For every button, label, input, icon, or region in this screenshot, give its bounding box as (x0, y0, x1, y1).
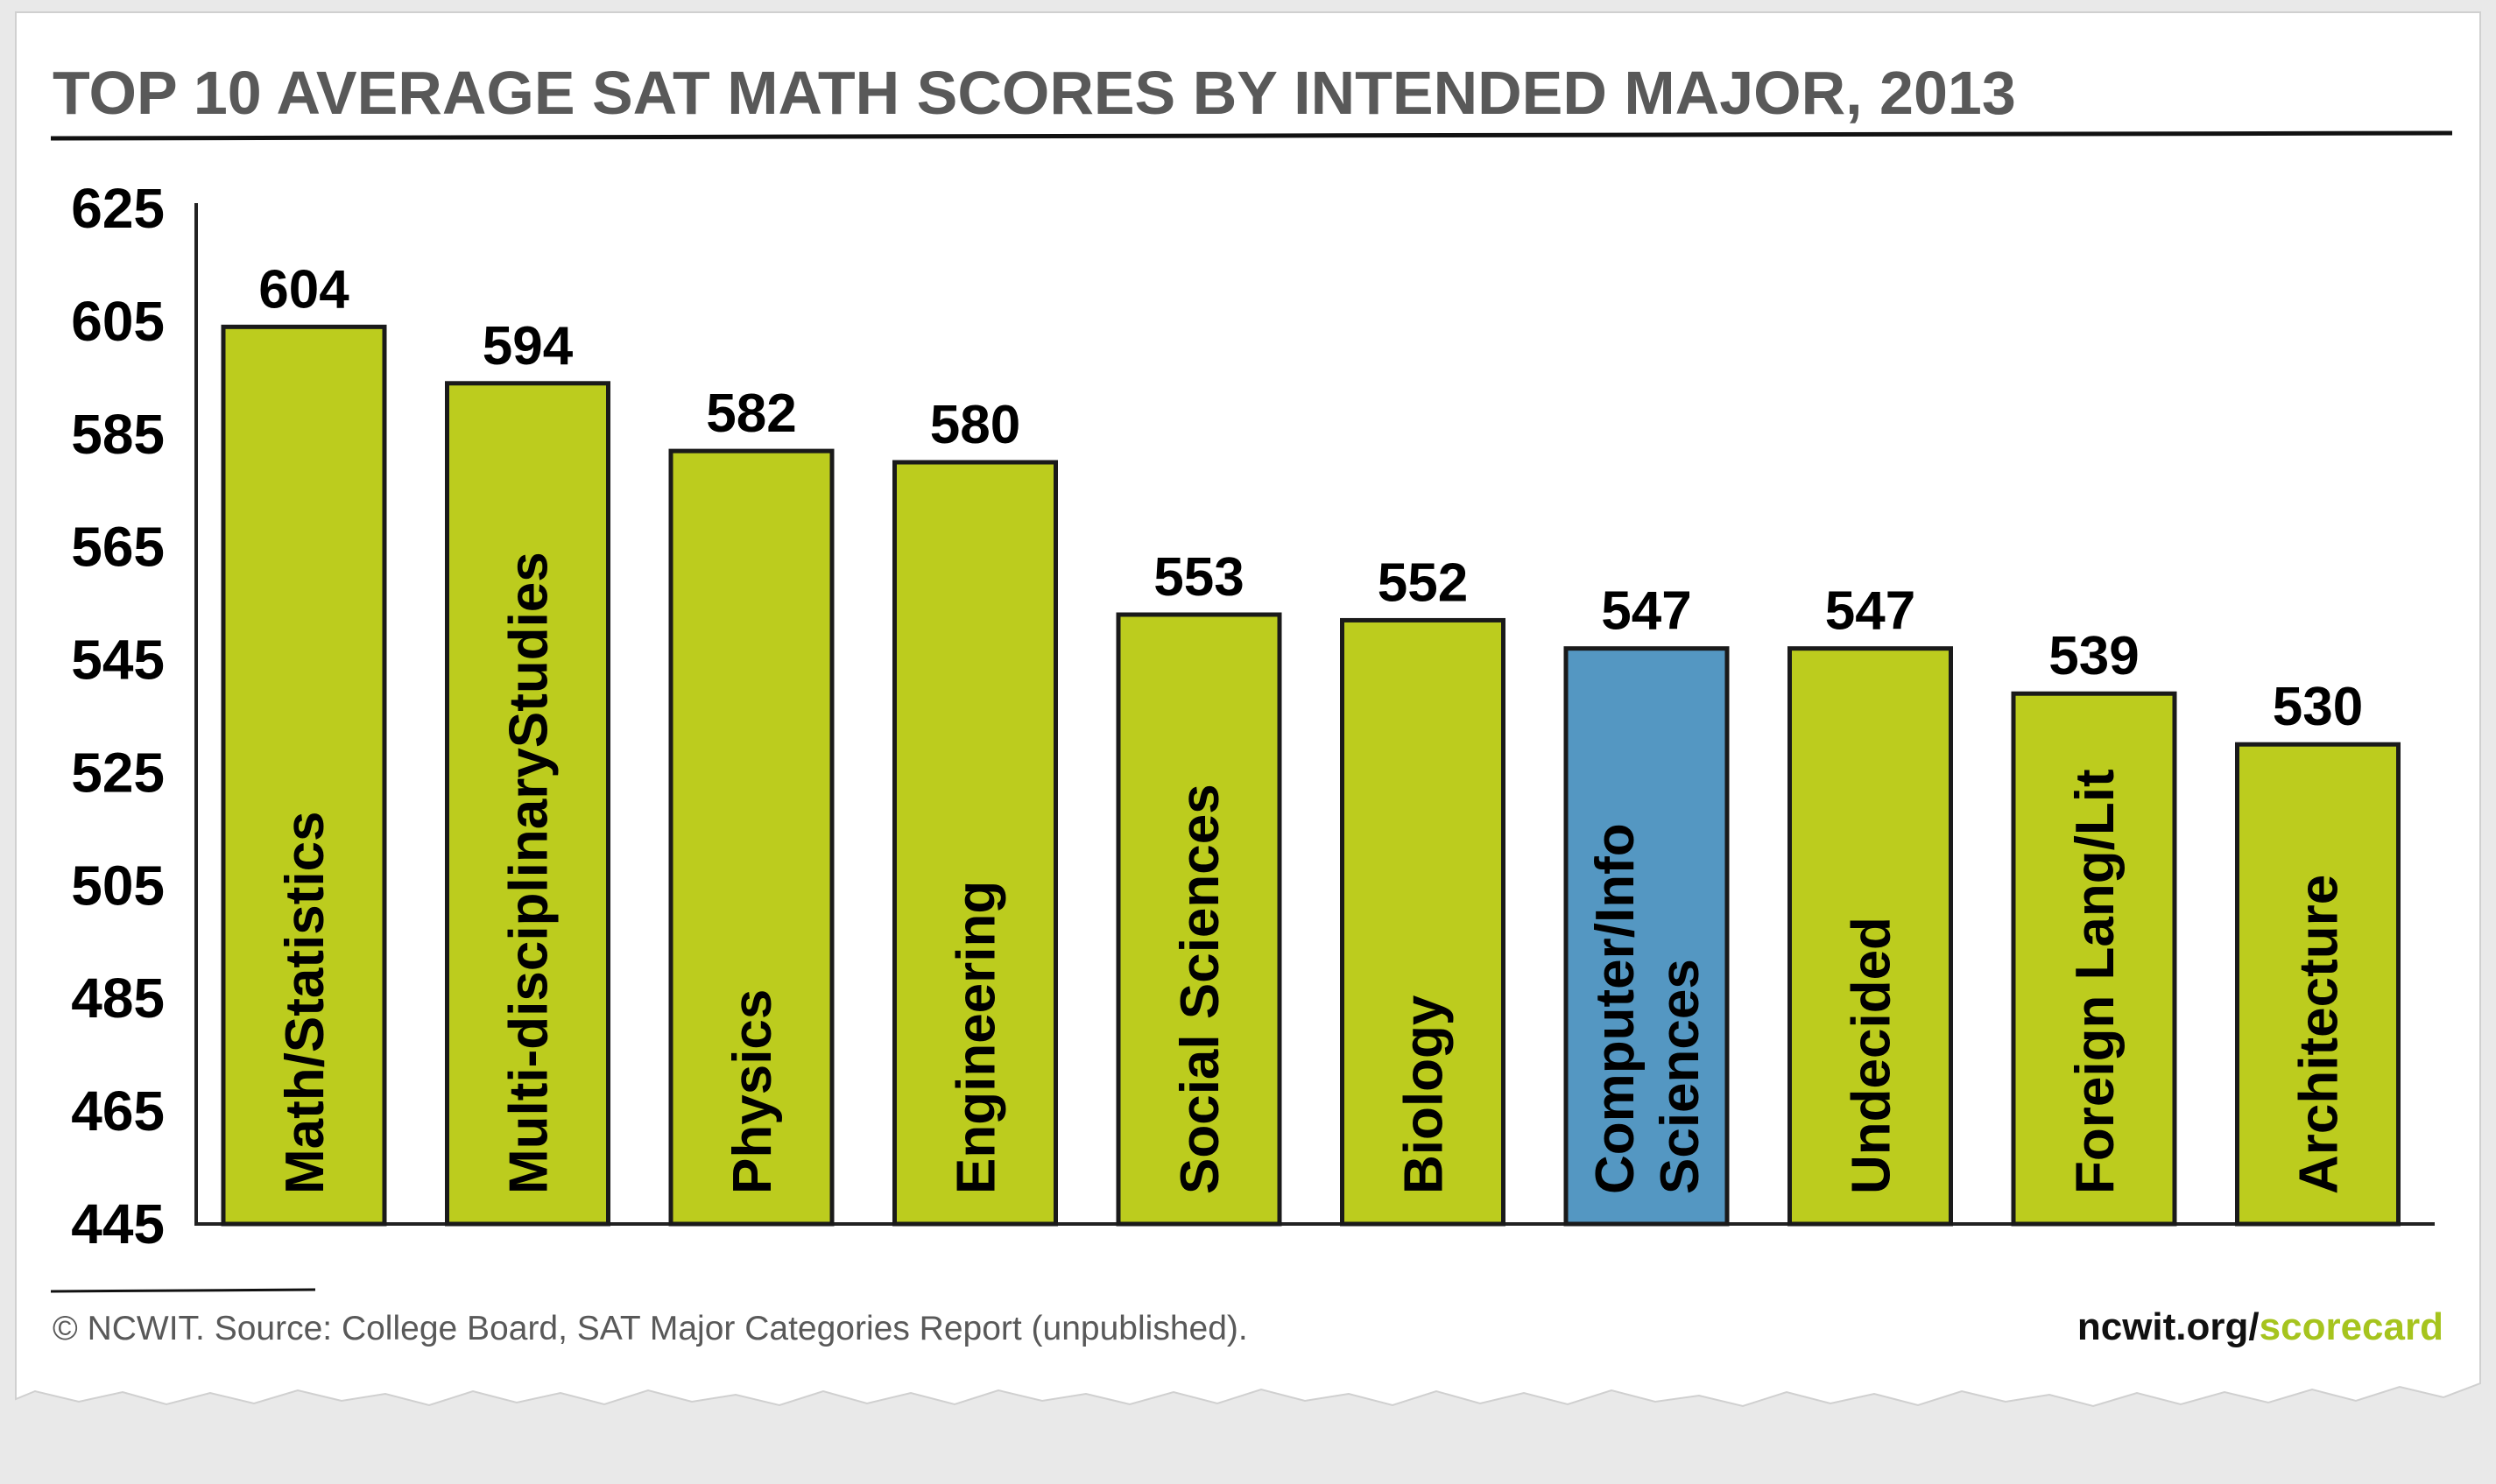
value-label: 539 (2048, 626, 2139, 686)
bar (1787, 646, 1953, 1227)
chart-title: TOP 10 AVERAGE SAT MATH SCORES BY INTEND… (53, 59, 2016, 127)
value-label: 553 (1153, 547, 1244, 608)
bar (445, 381, 610, 1227)
value-label: 582 (706, 383, 796, 444)
y-tick-label: 445 (71, 1192, 165, 1255)
bar (1563, 646, 1730, 1227)
value-labels: 604 594 582 580 553 552 547 547 539 530 (258, 259, 2363, 737)
y-tick-label: 625 (71, 177, 165, 240)
category-label: Biology (1394, 995, 1455, 1194)
bar (1340, 617, 1505, 1227)
y-tick-label: 485 (71, 967, 165, 1030)
value-label: 580 (930, 395, 1020, 455)
value-label: 547 (1825, 581, 1915, 642)
site-link-main[interactable]: ncwit.org/ (2077, 1305, 2260, 1348)
category-label: Architecture (2289, 875, 2350, 1194)
footer-rule (50, 1288, 316, 1293)
y-tick-label: 525 (71, 741, 165, 804)
category-label: Physics (723, 989, 783, 1194)
category-label: Multi-disciplinaryStudies (499, 552, 560, 1194)
bars: Math/Statistics Multi-disciplinaryStudies… (221, 324, 2401, 1227)
value-label: 530 (2273, 677, 2363, 737)
bar (1116, 612, 1282, 1227)
value-label: 594 (483, 316, 574, 376)
y-tick-labels: 625 605 585 565 545 525 505 485 465 445 (71, 177, 165, 1255)
y-tick-label: 565 (71, 516, 165, 579)
site-link-accent[interactable]: scorecard (2260, 1305, 2443, 1348)
value-label: 547 (1601, 581, 1691, 642)
value-label: 552 (1378, 552, 1468, 613)
category-label: Computer/Info (1585, 823, 1646, 1194)
category-label: Engineering (947, 881, 1007, 1194)
y-tick-label: 585 (71, 403, 165, 466)
bar (2235, 742, 2401, 1227)
value-label: 604 (258, 259, 349, 320)
category-label: Foreign Lang/Lit (2065, 769, 2126, 1194)
site-link[interactable]: ncwit.org/scorecard (2077, 1305, 2443, 1348)
y-tick-label: 605 (71, 290, 165, 353)
category-label: Social Sciences (1170, 784, 1230, 1194)
category-label: Math/Statistics (275, 811, 335, 1194)
y-tick-label: 545 (71, 629, 165, 692)
bar (668, 448, 835, 1227)
category-label: Sciences (1650, 959, 1710, 1194)
bar (892, 460, 1058, 1227)
bar (221, 324, 387, 1227)
y-tick-label: 505 (71, 854, 165, 917)
category-label: Undecided (1842, 917, 1902, 1194)
y-tick-label: 465 (71, 1080, 165, 1143)
bar (2011, 691, 2177, 1227)
title-underline (50, 130, 2453, 141)
source-note: © NCWIT. Source: College Board, SAT Majo… (53, 1310, 1248, 1347)
